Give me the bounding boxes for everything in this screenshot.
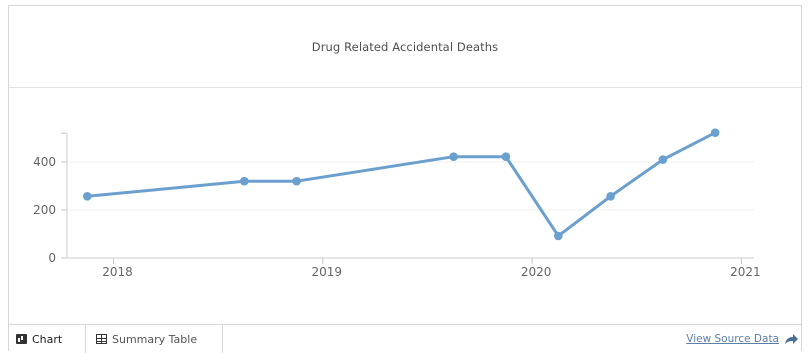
tab-chart-label: Chart [32,332,63,346]
chart-header: Drug Related Accidental Deaths [9,6,801,88]
share-arrow-icon[interactable] [783,331,799,347]
view-tabs: Chart Summary Table View Source Data [9,324,801,353]
y-tick-label: 200 [33,203,56,217]
view-source-data-link[interactable]: View Source Data [686,333,779,345]
chart-widget: Drug Related Accidental Deaths 0 200 400 20… [8,5,802,353]
data-point [606,192,615,201]
series-line [85,131,717,238]
x-tick-label: 2020 [521,265,552,279]
table-icon [96,334,107,344]
chart-icon [16,334,27,344]
y-tick-label: 400 [33,155,56,169]
line-chart: 0 200 400 2018 2019 2020 2021 [33,128,761,279]
tab-summary-table-label: Summary Table [112,332,198,346]
x-tick-label: 2019 [312,265,343,279]
data-point [240,176,249,186]
y-tick-label: 0 [48,251,56,265]
tab-chart[interactable]: Chart [9,325,86,353]
data-point [501,152,511,161]
data-point [554,231,563,241]
data-point [710,128,720,137]
data-point [83,192,92,201]
tab-summary-table[interactable]: Summary Table [86,325,223,353]
data-point [449,152,458,161]
x-tick-label: 2018 [102,265,133,279]
point-layer [83,128,720,241]
data-point [658,155,668,164]
x-tick-label: 2021 [730,265,761,279]
axis-layer: 0 200 400 2018 2019 2020 2021 [33,132,761,279]
chart-title: Drug Related Accidental Deaths [311,39,499,54]
data-point [292,176,301,186]
